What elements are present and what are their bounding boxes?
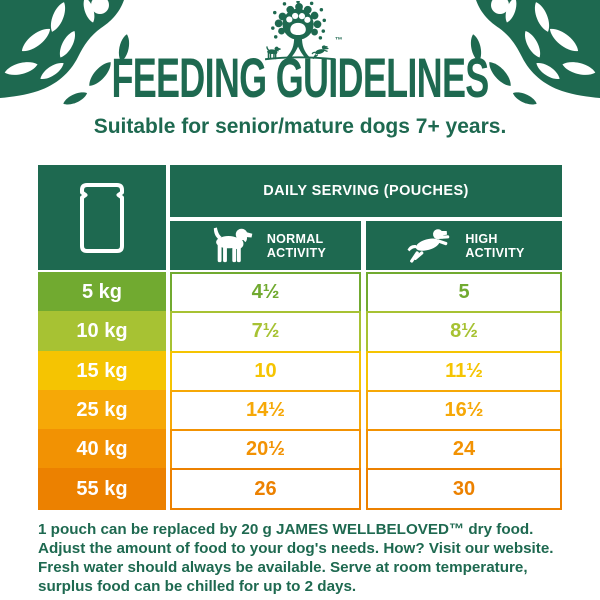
high-activity-label-line2: ACTIVITY — [465, 245, 525, 260]
table-row: 55 kg 26 30 — [38, 468, 562, 510]
high-value-cell: 11½ — [366, 350, 562, 392]
leaf-decoration-right — [468, 0, 600, 108]
normal-value-cell: 10 — [170, 350, 361, 392]
high-value-cell: 16½ — [366, 389, 562, 432]
logo-trademark: ™ — [335, 36, 343, 45]
leaf-decoration-left — [0, 0, 132, 108]
standing-dog-icon — [205, 226, 255, 266]
daily-serving-header: DAILY SERVING (POUCHES) — [170, 165, 562, 217]
weight-cell: 15 kg — [38, 350, 166, 392]
weight-cell: 55 kg — [38, 468, 166, 510]
high-value-cell: 5 — [366, 272, 562, 314]
footer-line: 1 pouch can be replaced by 20 g JAMES WE… — [38, 521, 534, 538]
footer-line: Adjust the amount of food to your dog's … — [38, 540, 554, 557]
normal-value-cell: 20½ — [170, 429, 361, 471]
table-row: 5 kg 4½ 5 — [38, 272, 562, 314]
high-activity-header: HIGH ACTIVITY — [366, 221, 562, 270]
footer-line: surplus food can be chilled for up to 2 … — [38, 578, 357, 595]
weight-cell: 10 kg — [38, 311, 166, 353]
normal-activity-label-line1: NORMAL — [266, 231, 324, 246]
table-row: 40 kg 20½ 24 — [38, 429, 562, 471]
weight-cell: 25 kg — [38, 389, 166, 432]
leaping-dog-icon — [403, 226, 453, 266]
high-value-cell: 8½ — [366, 311, 562, 353]
footer-note: 1 pouch can be replaced by 20 g JAMES WE… — [38, 520, 568, 596]
table-row: 15 kg 10 11½ — [38, 350, 562, 392]
table-header: DAILY SERVING (POUCHES) NORMAL ACTIVITY … — [38, 165, 562, 270]
normal-value-cell: 4½ — [170, 272, 361, 314]
normal-activity-header: NORMAL ACTIVITY — [170, 221, 361, 270]
pouch-header-cell — [38, 165, 166, 270]
table-row: 25 kg 14½ 16½ — [38, 389, 562, 432]
paw-print-icon — [286, 12, 311, 35]
page-title: FEEDING GUIDELINES — [111, 46, 489, 110]
table-row: 10 kg 7½ 8½ — [38, 311, 562, 353]
pouch-icon — [80, 182, 124, 253]
footer-line: Fresh water should always be available. … — [38, 559, 528, 576]
weight-cell: 40 kg — [38, 429, 166, 471]
feeding-table: DAILY SERVING (POUCHES) NORMAL ACTIVITY … — [38, 165, 562, 510]
table-body: 5 kg 4½ 5 10 kg 7½ 8½ 15 kg 10 11½ 25 kg… — [38, 272, 562, 510]
high-activity-label-line1: HIGH — [465, 231, 498, 246]
high-value-cell: 24 — [366, 429, 562, 471]
normal-value-cell: 7½ — [170, 311, 361, 353]
tree-paw-dogs-logo-icon: ™ — [265, 1, 343, 61]
page-subtitle: Suitable for senior/mature dogs 7+ years… — [93, 115, 507, 138]
normal-activity-label-line2: ACTIVITY — [266, 245, 327, 260]
normal-value-cell: 14½ — [170, 389, 361, 432]
weight-cell: 5 kg — [38, 272, 166, 314]
high-value-cell: 30 — [366, 468, 562, 510]
normal-value-cell: 26 — [170, 468, 361, 510]
